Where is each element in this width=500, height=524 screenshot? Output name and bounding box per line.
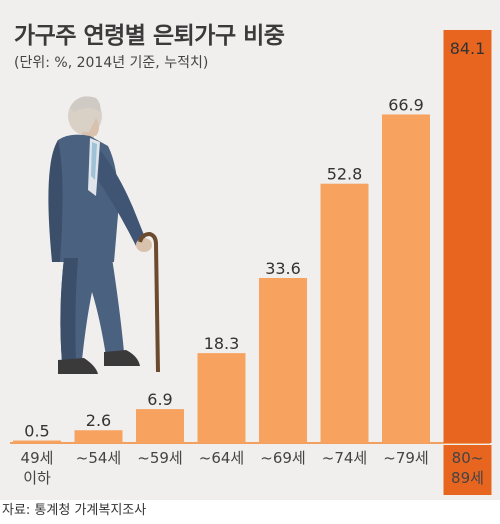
highlight-category-bg [443, 445, 492, 495]
value-label-0: 0.5 [24, 422, 49, 441]
category-label-1-0: ~54세 [76, 449, 121, 467]
value-label-5: 52.8 [327, 165, 363, 184]
value-label-6: 66.9 [388, 95, 424, 114]
value-label-1: 2.6 [86, 411, 111, 430]
bar-6 [382, 114, 430, 443]
value-label-2: 6.9 [147, 390, 172, 409]
bar-7 [443, 30, 492, 443]
bar-2 [136, 409, 184, 443]
elderly-man-illustration [48, 96, 160, 374]
bar-4 [259, 277, 307, 443]
category-label-0-0: 49세 [21, 449, 54, 467]
category-label-7-0: 80~ [452, 449, 484, 467]
category-label-7-1: 89세 [451, 469, 484, 487]
category-label-2-0: ~59세 [137, 449, 182, 467]
category-label-4-0: ~69세 [260, 449, 305, 467]
source-note: 자료: 통계청 가계복지조사 [0, 500, 500, 524]
chart-subtitle: (단위: %, 2014년 기준, 누적치) [14, 55, 209, 71]
value-label-4: 33.6 [265, 259, 301, 278]
bar-3 [197, 353, 246, 443]
bar-1 [74, 430, 123, 443]
bar-5 [320, 183, 369, 443]
value-label-3: 18.3 [204, 334, 240, 353]
category-label-6-0: ~79세 [383, 449, 428, 467]
category-label-5-0: ~74세 [322, 449, 367, 467]
value-label-7: 84.1 [450, 39, 486, 58]
category-label-0-1: 이하 [23, 469, 51, 487]
category-label-3-0: ~64세 [199, 449, 244, 467]
chart-title: 가구주 연령별 은퇴가구 비중 [14, 23, 285, 49]
bar-0 [13, 440, 61, 443]
